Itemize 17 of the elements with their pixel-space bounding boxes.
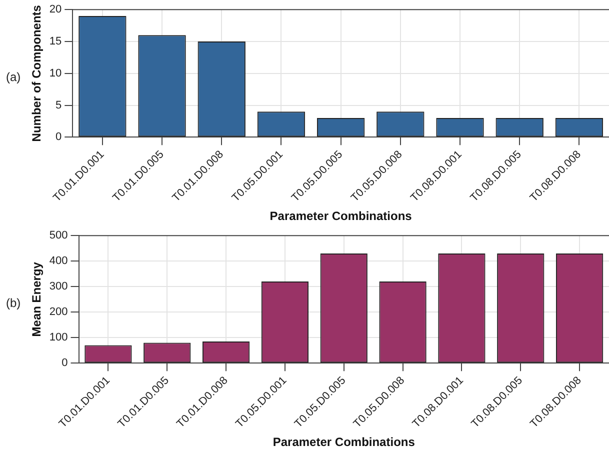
y-axis-title: Number of Components [30,4,44,142]
x-axis-title: Parameter Combinations [270,209,412,224]
y-tick-label: 0 [56,131,62,144]
text: (b) [6,296,21,310]
y-tick-label: 500 [49,230,68,242]
y-tick-label: 10 [49,67,62,80]
y-tick-label: 20 [49,4,62,16]
y-tick-label: 100 [49,332,68,344]
text: (a) [6,70,21,84]
y-tick-label: 5 [56,99,62,112]
x-axis-title: Parameter Combinations [272,435,416,450]
y-tick-label: 200 [49,306,68,318]
y-axis-title: Mean Energy [30,262,44,337]
y-tick-label: 300 [49,280,68,293]
y-tick-label: 0 [62,357,68,370]
y-tick-label: 400 [49,255,68,268]
y-tick-label: 15 [49,36,62,48]
